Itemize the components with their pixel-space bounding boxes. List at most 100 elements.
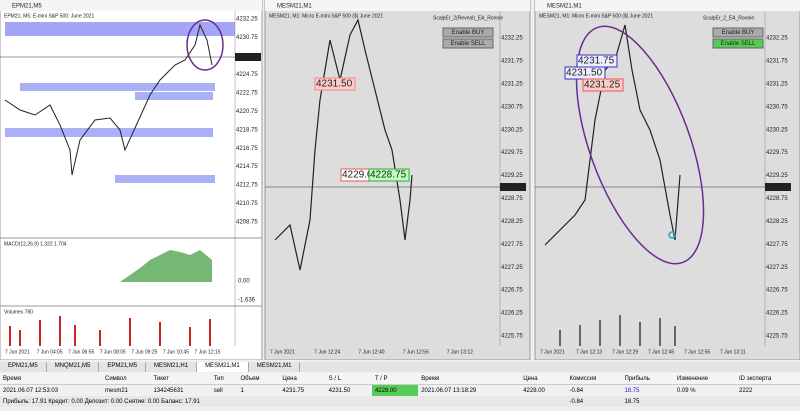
tab[interactable]: EPM21,M5: [99, 362, 147, 372]
price-label: 4231.25: [501, 81, 523, 87]
cell: 4231.75: [282, 387, 305, 394]
cell: 2021.06.07 13:18:29: [421, 387, 477, 394]
column-header: T / P: [371, 373, 419, 385]
button[interactable]: Enable SELL: [450, 41, 486, 47]
cell: 2222: [739, 387, 753, 394]
price-tag: 4229.00: [342, 170, 379, 181]
price-label: 4226.25: [766, 311, 788, 317]
time-label: 7 Jun 12:40: [358, 349, 384, 355]
price-label: 4228.75: [501, 196, 523, 202]
footer-summary: Прибыль: 17.91 Кредит: 0.00 Депозит: 0.0…: [3, 398, 200, 405]
price-tag: 4231.50: [566, 68, 603, 79]
button[interactable]: Enable BUY: [452, 30, 485, 36]
chart-info: MESM21, M1: Micro E-mini S&P 500 ($) Jun…: [539, 13, 653, 19]
box: [442, 38, 494, 49]
box: [765, 183, 791, 191]
cell: -0.84: [569, 387, 584, 394]
time-label: 7 Jun 12:24: [314, 349, 340, 355]
price-label: 4212.75: [236, 183, 258, 189]
price-tag: 4231.75: [578, 56, 615, 67]
footer-profit: 18.75: [624, 398, 640, 405]
volumes-label: Volumes 780: [4, 309, 33, 315]
macd-scale: 0.00: [238, 279, 250, 285]
column-header: Тип: [210, 373, 238, 385]
price-label: 4227.25: [766, 265, 788, 271]
time-label: 7 Jun 12:55: [684, 349, 710, 355]
price-label: 4232.25: [766, 36, 788, 42]
box: [500, 183, 526, 191]
price-label: 4218.75: [236, 127, 258, 133]
price-label: 4229.75: [501, 150, 523, 156]
box: [712, 38, 764, 49]
cell: 18.75: [624, 387, 640, 394]
price-label: 4232.25: [501, 36, 523, 42]
price-label: 4229.75: [766, 150, 788, 156]
button[interactable]: Enable SELL: [720, 41, 756, 47]
price-label: 4224.75: [236, 72, 258, 78]
tab[interactable]: MESM21,M1: [249, 362, 301, 372]
price-label: 4230.75: [766, 104, 788, 110]
price-label: 4230.25: [501, 127, 523, 133]
tab[interactable]: MESM21,H1: [146, 362, 198, 372]
time-label: 7 Jun 08:05: [100, 349, 126, 355]
cell: 2021.06.07 12:53:03: [3, 387, 59, 394]
box: [368, 168, 410, 182]
charts: EPM21,M5 EPM21, M5: E-mini S&P 500: June …: [0, 0, 800, 360]
price-label: 4230.75: [236, 35, 258, 41]
expert-name: ScalpEr_2_EA_Ronnie: [703, 15, 754, 21]
tab[interactable]: MESM21,M1: [197, 362, 249, 372]
time-label: 7 Jun 13:11: [720, 349, 746, 355]
price-label: 4220.75: [236, 109, 258, 115]
price-label: 4230.25: [766, 127, 788, 133]
window-title: MESM21,M1: [547, 4, 582, 10]
chart-info: EPM21, M5: E-mini S&P 500: June 2021: [4, 13, 94, 19]
cell: mesm21: [105, 387, 129, 394]
time-label: 7 Jun 10:45: [163, 349, 189, 355]
tab[interactable]: MNQM21,M5: [47, 362, 100, 372]
time-label: 7 Jun 2021: [540, 349, 565, 355]
tabs: EPM21,M5 MNQM21,M5 EPM21,M5 MESM21,H1 MESM21…: [0, 362, 800, 372]
price-tag: 4228.75: [370, 170, 407, 181]
cell: 4228.00: [371, 384, 419, 396]
price-label: 4226.25: [501, 311, 523, 317]
price-label: 4227.25: [501, 265, 523, 271]
price-label: 4231.75: [766, 59, 788, 65]
price-label: 4216.75: [236, 146, 258, 152]
expert-name: ScalpEr_2(Reveal)_EA_Ronnie: [433, 15, 503, 21]
time-label: 7 Jun 12:56: [403, 349, 429, 355]
cell: 4231.50: [328, 387, 351, 394]
price-label: 4226.75: [501, 288, 523, 294]
time-label: 7 Jun 2021: [270, 349, 295, 355]
time-label: 7 Jun 13:12: [447, 349, 473, 355]
column-header: S / L: [325, 373, 372, 385]
column-header: Символ: [102, 373, 151, 385]
window-title: MESM21,M1: [277, 4, 312, 10]
footer-commission: -0.84: [569, 398, 584, 405]
current-price: 4229.00: [766, 185, 788, 191]
current-price: 4229.00: [501, 185, 523, 191]
filler: [674, 396, 800, 407]
box: [314, 77, 356, 91]
price-label: 4227.75: [501, 242, 523, 248]
price-label: 4225.75: [501, 334, 523, 340]
cell: 0.09 %: [676, 387, 696, 394]
column-header: Время: [0, 373, 102, 385]
price-label: 4210.75: [236, 201, 258, 207]
price-label: 4228.25: [501, 219, 523, 225]
box: [712, 27, 764, 38]
cell: 1: [240, 387, 244, 394]
price-tag: 4231.25: [584, 80, 621, 91]
cell: sell: [213, 387, 223, 394]
tab[interactable]: EPM21,M5: [0, 362, 47, 372]
price-label: 4228.25: [766, 219, 788, 225]
current-price: 4228.75: [236, 55, 258, 61]
price-label: 4225.75: [766, 334, 788, 340]
box: [582, 78, 624, 92]
price-label: 4230.75: [501, 104, 523, 110]
price-label: 4229.25: [501, 173, 523, 179]
button[interactable]: Enable BUY: [722, 30, 755, 36]
time-label: 7 Jun 12:45: [648, 349, 674, 355]
window-title: EPM21,M5: [12, 4, 42, 10]
